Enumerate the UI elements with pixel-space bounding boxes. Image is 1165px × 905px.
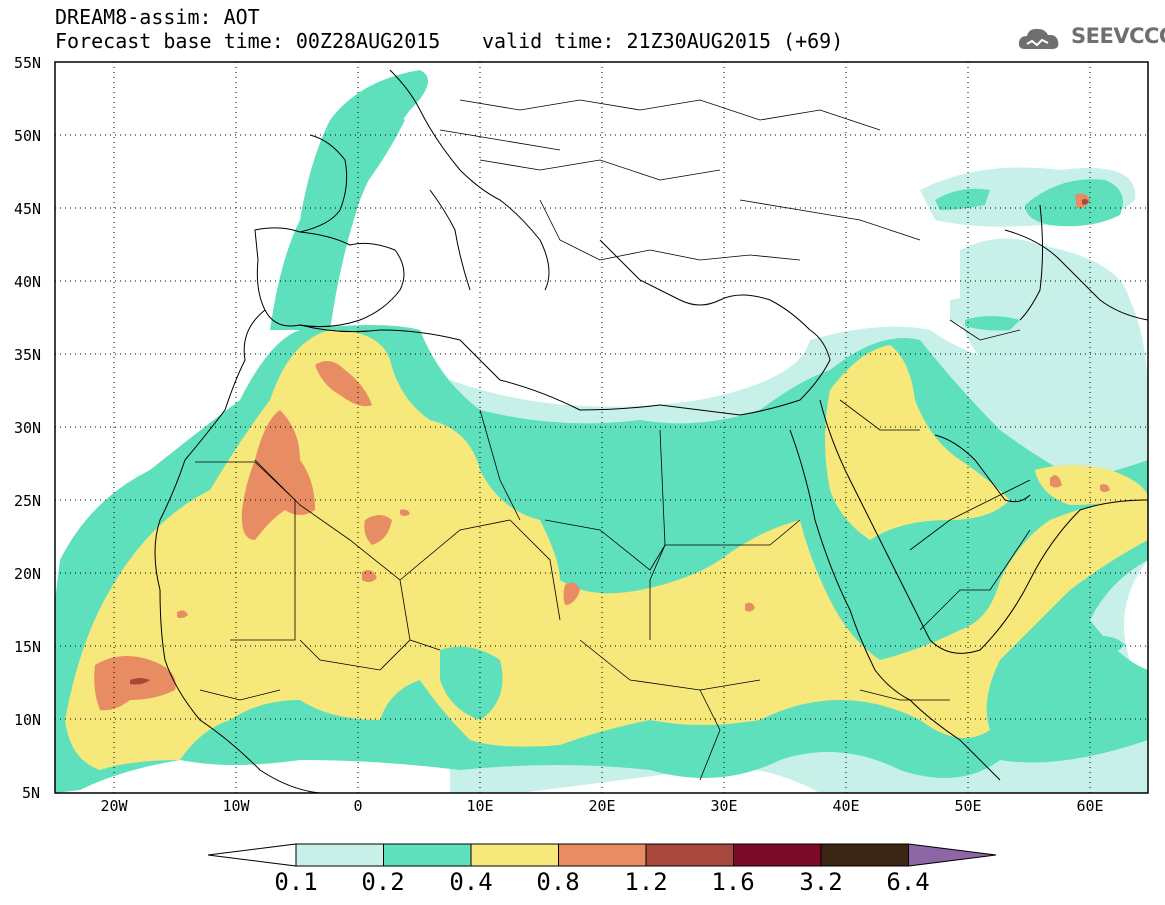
lon-label-30e: 30E bbox=[710, 797, 738, 815]
lat-label-45n: 45N bbox=[14, 200, 42, 218]
colorbar-label-0-2: 0.2 bbox=[361, 868, 405, 896]
lat-label-20n: 20N bbox=[14, 565, 42, 583]
lon-label-40e: 40E bbox=[832, 797, 860, 815]
lon-label-10w: 10W bbox=[222, 797, 250, 815]
forecast-base-time: Forecast base time: 00Z28AUG2015 bbox=[55, 29, 441, 53]
cloud-logo-icon bbox=[1018, 28, 1059, 49]
valid-time: valid time: 21Z30AUG2015 (+69) bbox=[482, 29, 844, 53]
grid-lines bbox=[55, 62, 1148, 793]
lon-label-10e: 10E bbox=[466, 797, 494, 815]
lat-label-40n: 40N bbox=[14, 273, 42, 291]
lat-label-35n: 35N bbox=[14, 346, 42, 364]
lon-label-20e: 20E bbox=[588, 797, 616, 815]
colorbar-label-1-2: 1.2 bbox=[624, 868, 668, 896]
map-title: DREAM8-assim: AOT bbox=[55, 5, 260, 29]
country-borders bbox=[195, 99, 1031, 781]
lon-label-20w: 20W bbox=[100, 797, 128, 815]
colorbar-label-6-4: 6.4 bbox=[886, 868, 930, 896]
lat-label-10n: 10N bbox=[14, 711, 42, 729]
lon-label-50e: 50E bbox=[954, 797, 982, 815]
lat-label-25n: 25N bbox=[14, 492, 42, 510]
lat-label-15n: 15N bbox=[14, 638, 42, 656]
colorbar-label-0-1: 0.1 bbox=[274, 868, 318, 896]
colorbar-label-0-4: 0.4 bbox=[449, 868, 493, 896]
colorbar-label-1-6: 1.6 bbox=[711, 868, 755, 896]
colorbar-label-3-2: 3.2 bbox=[799, 868, 843, 896]
lat-label-5n: 5N bbox=[22, 784, 41, 802]
coastlines bbox=[154, 69, 1148, 793]
lat-label-30n: 30N bbox=[14, 419, 42, 437]
lat-label-50n: 50N bbox=[14, 127, 42, 145]
lon-label-60e: 60E bbox=[1076, 797, 1104, 815]
logo-text: SEEVCCC bbox=[1071, 24, 1165, 48]
aot-layer-0-4 bbox=[65, 330, 1148, 770]
colorbar-label-0-8: 0.8 bbox=[536, 868, 580, 896]
lon-label-0: 0 bbox=[353, 797, 363, 815]
lat-label-55n: 55N bbox=[14, 54, 42, 72]
aot-layer-1-2 bbox=[130, 198, 1089, 685]
